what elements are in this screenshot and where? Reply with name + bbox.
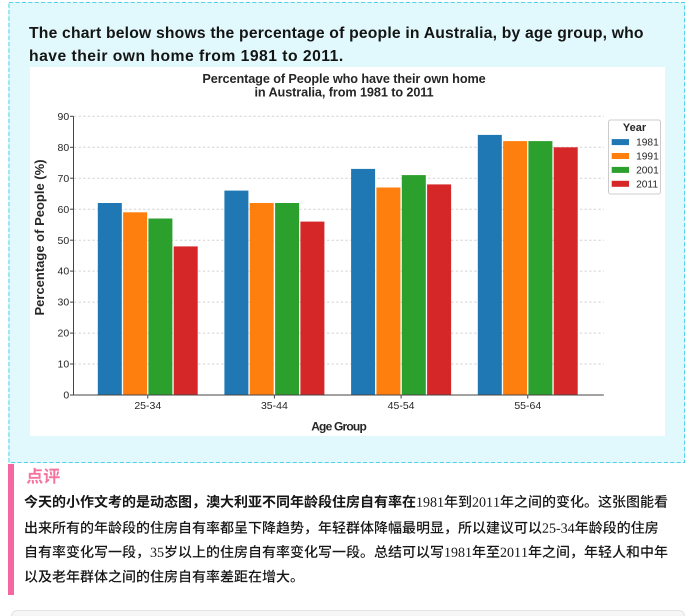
svg-text:30: 30	[58, 297, 70, 309]
svg-text:2011: 2011	[636, 179, 658, 190]
svg-text:70: 70	[58, 173, 70, 185]
svg-text:Percentage of People (%): Percentage of People (%)	[32, 159, 47, 315]
svg-text:2001: 2001	[636, 166, 659, 177]
svg-text:1991: 1991	[636, 152, 659, 163]
svg-text:90: 90	[58, 111, 70, 123]
svg-text:50: 50	[58, 235, 70, 247]
svg-text:in Australia, from 1981 to 201: in Australia, from 1981 to 2011	[254, 86, 433, 100]
svg-text:Age Group: Age Group	[311, 420, 366, 434]
svg-text:35-44: 35-44	[261, 400, 288, 412]
svg-text:80: 80	[58, 142, 70, 154]
svg-text:0: 0	[63, 390, 69, 402]
svg-text:60: 60	[58, 204, 70, 216]
svg-text:25-34: 25-34	[134, 400, 161, 412]
svg-text:Year: Year	[623, 122, 647, 134]
svg-text:Percentage of People who have: Percentage of People who have their own …	[202, 72, 485, 86]
svg-text:40: 40	[58, 266, 70, 278]
svg-text:45-54: 45-54	[388, 400, 415, 412]
svg-text:1981: 1981	[636, 138, 659, 149]
svg-text:20: 20	[58, 328, 70, 340]
svg-text:10: 10	[58, 359, 70, 371]
svg-text:55-64: 55-64	[514, 400, 541, 412]
